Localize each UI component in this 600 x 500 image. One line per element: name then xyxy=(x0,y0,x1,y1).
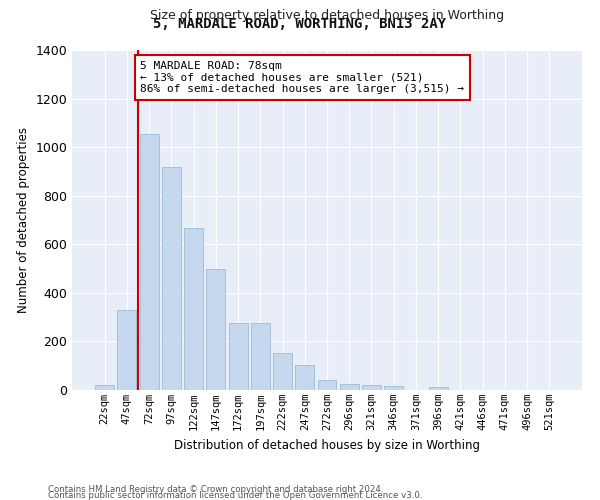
Bar xyxy=(140,134,158,390)
Bar xyxy=(273,353,292,390)
X-axis label: Distribution of detached houses by size in Worthing: Distribution of detached houses by size … xyxy=(174,438,480,452)
Text: Contains HM Land Registry data © Crown copyright and database right 2024.: Contains HM Land Registry data © Crown c… xyxy=(48,484,383,494)
Bar xyxy=(362,384,381,390)
Bar xyxy=(384,386,403,390)
Text: 5, MARDALE ROAD, WORTHING, BN13 2AY: 5, MARDALE ROAD, WORTHING, BN13 2AY xyxy=(154,18,446,32)
Bar xyxy=(317,380,337,390)
Text: 5 MARDALE ROAD: 78sqm
← 13% of detached houses are smaller (521)
86% of semi-det: 5 MARDALE ROAD: 78sqm ← 13% of detached … xyxy=(140,61,464,94)
Title: Size of property relative to detached houses in Worthing: Size of property relative to detached ho… xyxy=(150,10,504,22)
Text: Contains public sector information licensed under the Open Government Licence v3: Contains public sector information licen… xyxy=(48,490,422,500)
Bar xyxy=(429,387,448,390)
Bar xyxy=(95,384,114,390)
Bar xyxy=(229,323,248,390)
Bar xyxy=(295,365,314,390)
Y-axis label: Number of detached properties: Number of detached properties xyxy=(17,127,30,313)
Bar xyxy=(162,166,181,390)
Bar xyxy=(206,270,225,390)
Bar xyxy=(251,323,270,390)
Bar xyxy=(118,310,136,390)
Bar xyxy=(184,228,203,390)
Bar xyxy=(340,384,359,390)
